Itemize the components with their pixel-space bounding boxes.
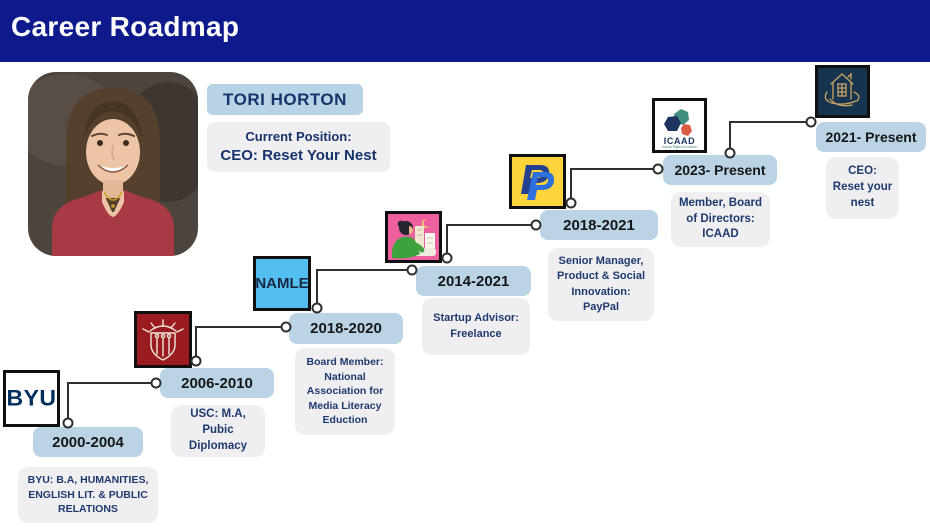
reset-your-nest-house-icon [824, 72, 860, 107]
desc-box-byu: BYU: B.A, HUMANITIES, ENGLISH LIT. & PUB… [18, 467, 158, 523]
date-badge-usc: 2006-2010 [160, 368, 274, 398]
date-text: 2021- Present [825, 129, 917, 145]
startup-illustration-icon [391, 218, 436, 259]
profile-name: TORI HORTON [223, 89, 347, 109]
connector-node [311, 302, 323, 314]
paypal-logo [509, 154, 566, 209]
usc-logo [134, 311, 192, 368]
connector-node [190, 355, 202, 367]
desc-text: Board Member: National Association for M… [306, 356, 384, 427]
date-badge-namle: 2018-2020 [289, 313, 403, 344]
date-badge-paypal: 2018-2021 [540, 210, 658, 240]
date-text: 2018-2020 [310, 320, 382, 337]
desc-text: Senior Manager, Product & Social Innovat… [556, 255, 646, 313]
desc-text: USC: M.A, Pubic Diplomacy [188, 408, 248, 452]
date-text: 2023- Present [674, 162, 766, 178]
desc-box-icaad: Member, Board of Directors: ICAAD [671, 192, 770, 247]
current-position-value: CEO: Reset Your Nest [220, 147, 377, 165]
icaad-logo-tagline: Human Rights Innovation [662, 145, 698, 149]
icaad-logo: ICAAD Human Rights Innovation [652, 98, 707, 153]
portrait-illustration [28, 72, 198, 256]
paypal-logo-icon [521, 165, 555, 200]
profile-name-badge: TORI HORTON [207, 84, 363, 115]
namle-logo: NAMLE [253, 256, 311, 311]
current-position-box: Current Position: CEO: Reset Your Nest [207, 122, 390, 172]
usc-shield-icon [142, 319, 184, 361]
byu-logo: BYU [3, 370, 60, 427]
page-title: Career Roadmap [11, 11, 240, 42]
desc-text: Startup Advisor: Freelance [433, 312, 519, 340]
byu-logo-text: BYU [6, 385, 57, 411]
date-text: 2000-2004 [52, 433, 124, 451]
date-text: 2006-2010 [181, 374, 253, 392]
connector-node [652, 163, 664, 175]
desc-text: CEO: Reset your nest [832, 165, 893, 209]
current-position-label: Current Position: [245, 129, 352, 145]
desc-box-usc: USC: M.A, Pubic Diplomacy [171, 405, 265, 457]
desc-box-nest: CEO: Reset your nest [826, 157, 899, 219]
desc-box-namle: Board Member: National Association for M… [295, 348, 395, 435]
date-badge-byu: 2000-2004 [33, 427, 143, 457]
desc-box-startup: Startup Advisor: Freelance [422, 298, 530, 355]
desc-box-paypal: Senior Manager, Product & Social Innovat… [548, 248, 654, 321]
date-badge-icaad: 2023- Present [663, 155, 777, 185]
reset-your-nest-logo [815, 65, 870, 118]
icaad-logo-text: ICAAD [664, 136, 696, 146]
date-badge-nest: 2021- Present [816, 122, 926, 152]
date-text: 2018-2021 [563, 216, 635, 234]
desc-text: Member, Board of Directors: ICAAD [678, 196, 763, 241]
connector-node [441, 252, 453, 264]
startup-advisor-logo [385, 211, 442, 263]
namle-logo-text: NAMLE [255, 275, 309, 292]
connector-node [805, 116, 817, 128]
desc-text: BYU: B.A, HUMANITIES, ENGLISH LIT. & PUB… [27, 474, 149, 516]
date-text: 2014-2021 [437, 272, 510, 290]
header-bar: Career Roadmap [0, 0, 930, 62]
connector-node [565, 197, 577, 209]
profile-photo [28, 72, 198, 256]
icaad-logo-icon: ICAAD Human Rights Innovation [662, 109, 698, 149]
date-badge-startup: 2014-2021 [416, 266, 531, 296]
